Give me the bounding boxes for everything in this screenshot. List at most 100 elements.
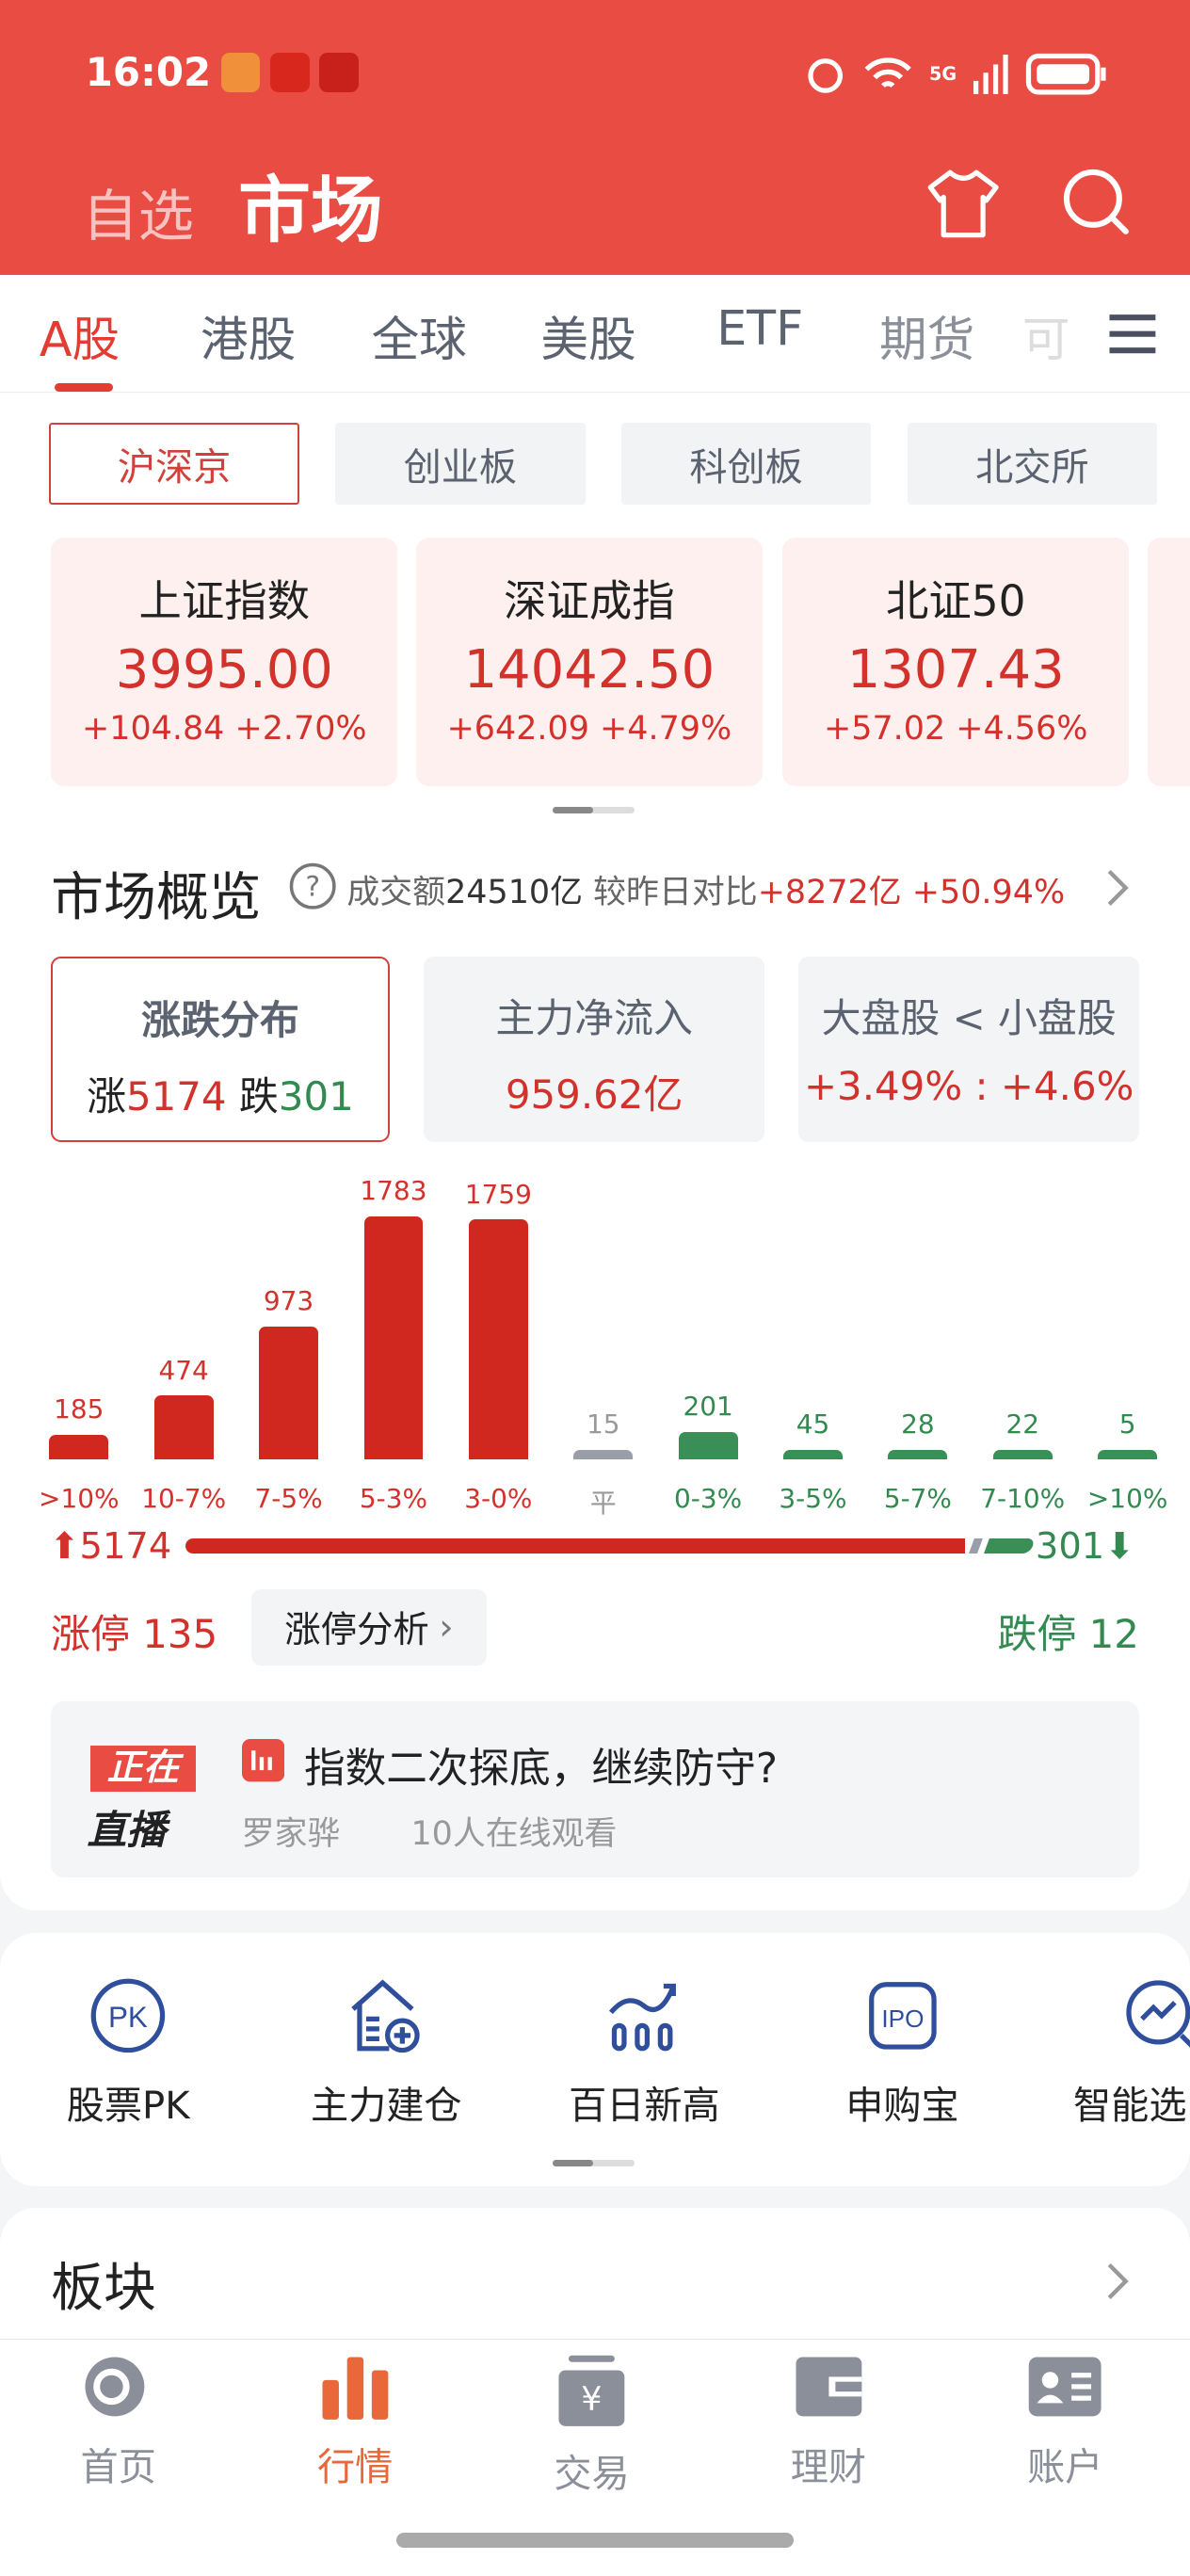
wallet-icon	[795, 2357, 861, 2417]
tool-label: 百日新高	[569, 2085, 720, 2129]
bar-value-label: 1759	[464, 1178, 532, 1210]
bar-category-label: >10%	[39, 1482, 120, 1514]
up-label: 涨	[87, 1073, 126, 1120]
tab-watchlist[interactable]: 自选	[82, 183, 194, 249]
ipo-icon: IPO	[868, 1981, 937, 2050]
card-value: +3.49% : +4.6%	[803, 1063, 1134, 1110]
bar-value-label: 185	[54, 1393, 105, 1425]
search-icon[interactable]	[1060, 166, 1133, 238]
live-host: 罗家骅	[241, 1815, 341, 1854]
segment-hs-bj[interactable]: 沪深京	[49, 422, 299, 505]
index-value: 14042.50	[463, 638, 716, 700]
battery-icon	[1026, 53, 1106, 95]
app-notification-icon	[220, 52, 261, 92]
limit-up-analysis-button[interactable]: 涨停分析 ›	[251, 1589, 487, 1666]
index-card[interactable]: 上证指数 3995.00 +104.84 +2.70%	[51, 537, 398, 786]
turnover-summary[interactable]: 成交额24510亿 较昨日对比+8272亿 +50.94%	[346, 866, 1065, 913]
svg-text:PK: PK	[108, 2001, 148, 2034]
tab-etf[interactable]: ETF	[716, 300, 804, 357]
nav-home[interactable]: 首页	[53, 2354, 185, 2491]
nav-market[interactable]: 行情	[289, 2354, 421, 2491]
chevron-right-icon[interactable]	[1104, 2262, 1131, 2301]
histogram-bar	[888, 1449, 948, 1460]
nav-trade[interactable]: ¥ 交易	[526, 2354, 658, 2498]
bar-category-label: >10%	[1086, 1482, 1168, 1514]
card-large-vs-small-cap[interactable]: 大盘股 < 小盘股 +3.49% : +4.6%	[798, 957, 1139, 1143]
down-count: 301	[278, 1073, 354, 1120]
bar-value-label: 45	[796, 1409, 830, 1441]
histogram-bar	[573, 1449, 634, 1460]
chevron-right-icon[interactable]	[1104, 868, 1131, 908]
histogram-bar	[1098, 1449, 1158, 1460]
network-type: 5G	[929, 63, 957, 86]
bar-value-label: 1783	[360, 1175, 427, 1207]
limit-down-count: 跌停 12	[997, 1611, 1139, 1658]
turnover-value: 24510亿	[445, 874, 584, 912]
card-title: 涨跌分布	[141, 996, 299, 1043]
card-title: 主力净流入	[495, 994, 693, 1041]
home-gesture-bar[interactable]	[395, 2533, 795, 2549]
total-down: 301⬇	[1035, 1525, 1135, 1569]
bar-category-label: 10-7%	[141, 1482, 227, 1514]
limit-up-count: 涨停 135	[51, 1611, 218, 1658]
live-chart-icon	[241, 1739, 285, 1782]
tab-hk-shares[interactable]: 港股	[200, 312, 297, 368]
bar-value-label: 15	[586, 1409, 620, 1441]
tool-stock-pk[interactable]: PK 股票PK	[29, 1976, 227, 2131]
live-stream-card[interactable]	[51, 1700, 1139, 1877]
bar-category-label: 5-3%	[359, 1482, 428, 1514]
total-down-value: 301	[1035, 1525, 1105, 1569]
bar-category-label: 7-5%	[254, 1482, 323, 1514]
segment-star[interactable]: 科创板	[620, 422, 872, 505]
card-rise-fall-distribution[interactable]: 涨跌分布 涨5174 跌301	[51, 957, 390, 1143]
tab-market[interactable]: 市场	[238, 169, 383, 254]
menu-icon[interactable]	[1106, 313, 1159, 355]
skin-shirt-icon[interactable]	[925, 168, 1001, 240]
segment-chinext[interactable]: 创业板	[335, 422, 586, 505]
histogram-bar	[468, 1219, 528, 1460]
tab-futures[interactable]: 期货	[879, 312, 975, 368]
nav-label: 账户	[1027, 2446, 1103, 2490]
pk-icon: PK	[90, 1978, 166, 2053]
tools-page-indicator	[552, 2160, 635, 2167]
status-bar: 16:02	[86, 49, 360, 95]
sector-card[interactable]	[0, 2207, 1190, 2356]
index-card-partial[interactable]	[1147, 537, 1190, 786]
tab-global[interactable]: 全球	[371, 312, 467, 368]
bar-category-label: 0-3%	[674, 1482, 743, 1514]
index-card[interactable]: 北证50 1307.43 +57.02 +4.56%	[782, 537, 1130, 786]
index-value: 1307.43	[846, 638, 1065, 700]
index-card[interactable]: 深证成指 14042.50 +642.09 +4.79%	[415, 537, 764, 786]
overview-title: 市场概览	[51, 866, 262, 928]
nav-label: 理财	[790, 2446, 867, 2490]
tool-smart-pick[interactable]: 智能选	[1060, 1976, 1190, 2131]
tool-ipo-subscription[interactable]: IPO 申购宝	[804, 1976, 1002, 2131]
tools-card	[0, 1933, 1190, 2186]
bar-trend-icon	[609, 1983, 677, 2051]
alarm-icon	[808, 57, 844, 93]
segment-bse[interactable]: 北交所	[907, 422, 1158, 505]
bar-category-label: 3-0%	[464, 1482, 533, 1514]
sector-title: 板块	[51, 2257, 156, 2319]
svg-text:IPO: IPO	[881, 2004, 924, 2033]
up-ratio-bar	[185, 1538, 965, 1554]
card-main-net-inflow[interactable]: 主力净流入 959.62亿	[424, 957, 764, 1143]
nav-wealth[interactable]: 理财	[763, 2354, 894, 2491]
bar-value-label: 22	[1005, 1409, 1040, 1441]
nav-account[interactable]: 账户	[999, 2354, 1131, 2491]
active-tab-indicator	[54, 382, 114, 392]
tool-100-day-high[interactable]: 百日新高	[546, 1976, 744, 2131]
smart-search-icon	[1126, 1979, 1190, 2047]
help-icon[interactable]: ?	[288, 861, 337, 910]
tab-us-shares[interactable]: 美股	[540, 312, 636, 368]
svg-text:¥: ¥	[581, 2380, 602, 2418]
index-name: 北证50	[885, 576, 1026, 627]
id-card-icon	[1028, 2357, 1102, 2417]
tab-a-shares[interactable]: A股	[39, 312, 121, 368]
bar-value-label: 474	[158, 1354, 209, 1386]
tool-label: 股票PK	[66, 2085, 190, 2129]
bar-value-label: 973	[263, 1285, 314, 1317]
tab-more-partial[interactable]: 可	[1021, 312, 1070, 368]
tool-main-accumulation[interactable]: 主力建仓	[288, 1976, 486, 2131]
